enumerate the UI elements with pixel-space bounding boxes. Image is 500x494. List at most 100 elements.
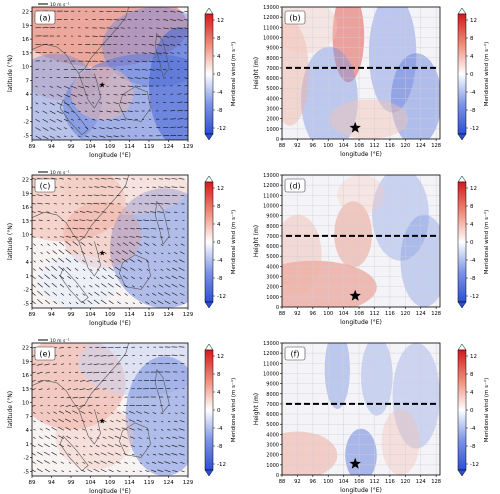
panel-label-box xyxy=(284,10,306,25)
colorbar-extend-triangle xyxy=(457,301,467,309)
wind-arrow xyxy=(164,469,171,473)
colorbar-tick-label: 0 xyxy=(470,72,474,78)
wind-arrow xyxy=(150,228,157,230)
wind-arrow xyxy=(102,436,107,439)
wind-arrow xyxy=(179,420,185,423)
wind-arrow xyxy=(116,461,121,464)
y-tick-label: 5000 xyxy=(266,86,279,92)
wind-arrow xyxy=(40,243,43,246)
wind-arrow xyxy=(116,411,121,414)
colorbar-gradient xyxy=(204,349,214,471)
wind-arrow xyxy=(178,444,185,448)
x-tick-label: 112 xyxy=(370,143,380,149)
wind-arrow xyxy=(44,468,50,473)
wind-arrow xyxy=(124,461,128,464)
y-tick-label: 1000 xyxy=(266,295,279,301)
wind-arrow xyxy=(163,44,170,46)
wind-arrow xyxy=(134,77,141,79)
wind-arrow xyxy=(148,27,153,29)
field-blob xyxy=(125,356,188,476)
wind-arrow xyxy=(42,118,49,123)
wind-arrow xyxy=(164,178,171,180)
wind-arrow xyxy=(94,452,100,456)
wind-arrow xyxy=(76,293,79,296)
x-tick-label: 124 xyxy=(163,480,174,486)
wind-arrow xyxy=(114,266,121,271)
y-tick-label: 4 xyxy=(26,260,30,266)
wind-arrow xyxy=(167,260,171,263)
wind-arrow xyxy=(144,242,150,246)
wind-arrow xyxy=(171,275,178,280)
wind-arrow xyxy=(60,186,64,188)
wind-arrow xyxy=(72,419,79,423)
wind-arrow xyxy=(81,363,86,365)
wind-arrow xyxy=(90,268,93,271)
grid xyxy=(281,6,440,140)
wind-arrow xyxy=(106,110,112,113)
wind-arrow xyxy=(60,292,65,296)
wind-arrow xyxy=(104,412,107,414)
wind-arrow xyxy=(36,202,43,205)
wind-arrow xyxy=(38,436,43,439)
x-tick-label: 128 xyxy=(431,143,441,149)
wind-arrow xyxy=(66,435,72,439)
wind-arrow xyxy=(167,420,171,423)
wind-arrow xyxy=(132,470,135,473)
wind-arrow xyxy=(103,260,107,263)
wind-arrow xyxy=(161,420,164,423)
wind-arrow xyxy=(88,292,93,296)
y-tick-label: 1 xyxy=(26,442,30,448)
wind-arrow xyxy=(68,302,72,305)
wind-arrow xyxy=(92,110,95,112)
y-tick-label: 13000 xyxy=(263,5,279,11)
field-blob xyxy=(372,175,429,261)
wind-arrow xyxy=(61,301,65,305)
wind-arrow xyxy=(63,85,70,89)
wind-arrow xyxy=(120,127,126,129)
coastline-mainland xyxy=(32,7,129,74)
wind-arrow xyxy=(177,44,181,46)
wind-arrow xyxy=(146,277,150,280)
wind-arrow xyxy=(33,268,36,271)
colorbar-tick-label: -4 xyxy=(217,426,223,432)
wind-arrow xyxy=(59,178,64,180)
y-tick-label: 10000 xyxy=(263,35,279,41)
wind-arrow xyxy=(40,420,43,423)
wind-arrow xyxy=(86,227,93,230)
y-tick-label: 9000 xyxy=(266,382,279,388)
x-tick-label: 94 xyxy=(48,480,55,486)
wind-arrow xyxy=(59,405,64,407)
y-tick-label: 2000 xyxy=(266,285,279,291)
colorbar-tick-label: -12 xyxy=(217,294,226,300)
colorbar-tick-label: 0 xyxy=(217,408,221,414)
wind-arrow xyxy=(100,452,107,456)
wind-arrow xyxy=(47,243,50,246)
wind-arrow xyxy=(168,244,171,246)
panel-label: (c) xyxy=(40,182,51,191)
x-tick-label: 119 xyxy=(144,480,155,486)
wind-arrow xyxy=(146,462,150,464)
wind-arrow xyxy=(164,292,171,296)
wind-arrow xyxy=(115,258,121,263)
wind-arrow xyxy=(49,85,54,88)
wind-arrow xyxy=(82,259,86,263)
wind-arrow xyxy=(54,380,57,382)
wind-arrow xyxy=(51,177,57,180)
wind-arrow xyxy=(79,388,86,391)
field-blob xyxy=(381,409,420,475)
x-tick-label: 108 xyxy=(354,143,364,149)
wind-arrow xyxy=(90,428,93,431)
wind-arrow xyxy=(32,228,36,230)
wind-arrow xyxy=(65,249,72,255)
wind-arrow xyxy=(134,69,141,71)
wind-arrow xyxy=(65,405,72,407)
wind-arrow xyxy=(86,380,93,382)
wind-arrow xyxy=(68,470,72,473)
wind-arrow xyxy=(32,194,36,197)
y-tick-label: 2000 xyxy=(266,453,279,459)
wind-arrow xyxy=(92,127,97,130)
x-tick-label: 104 xyxy=(339,479,350,485)
colorbar-tick-label: 4 xyxy=(217,222,221,228)
wind-arrow xyxy=(72,249,79,255)
wind-arrow xyxy=(99,135,106,138)
